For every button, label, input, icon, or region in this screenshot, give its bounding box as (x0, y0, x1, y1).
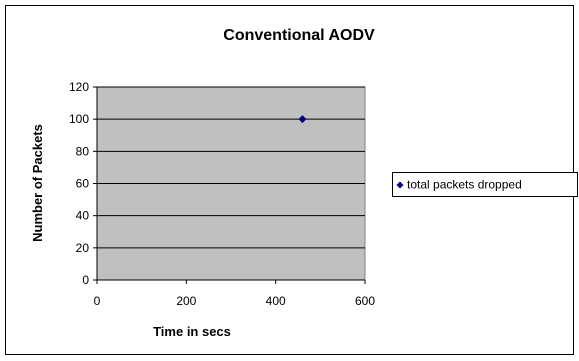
chart-title: Conventional AODV (223, 27, 375, 44)
legend-box (392, 172, 578, 197)
x-tick-label-600: 600 (355, 294, 375, 308)
y-tick-label-20: 20 (76, 241, 90, 255)
data-points (298, 115, 307, 124)
legend: total packets dropped (392, 172, 578, 197)
x-axis-label: Time in secs (153, 324, 231, 339)
legend-entry-label: total packets dropped (407, 178, 522, 192)
grid-lines (97, 86, 365, 249)
y-tick-label-60: 60 (76, 177, 90, 191)
x-tick-label-200: 200 (176, 294, 196, 308)
y-tick-label-80: 80 (76, 144, 90, 158)
data-point-0-0 (298, 115, 307, 124)
x-axis-ticks: 0 200 400 600 (94, 280, 375, 308)
x-tick-label-400: 400 (266, 294, 286, 308)
y-tick-label-120: 120 (69, 80, 89, 94)
y-tick-label-0: 0 (82, 273, 89, 287)
y-tick-label-100: 100 (69, 112, 89, 126)
y-tick-label-40: 40 (76, 209, 90, 223)
y-axis-label: Number of Packets (30, 124, 45, 242)
legend-marker-diamond (396, 181, 404, 189)
x-tick-label-0: 0 (94, 294, 101, 308)
y-axis-ticks: 0 20 40 60 80 100 120 (69, 80, 97, 287)
